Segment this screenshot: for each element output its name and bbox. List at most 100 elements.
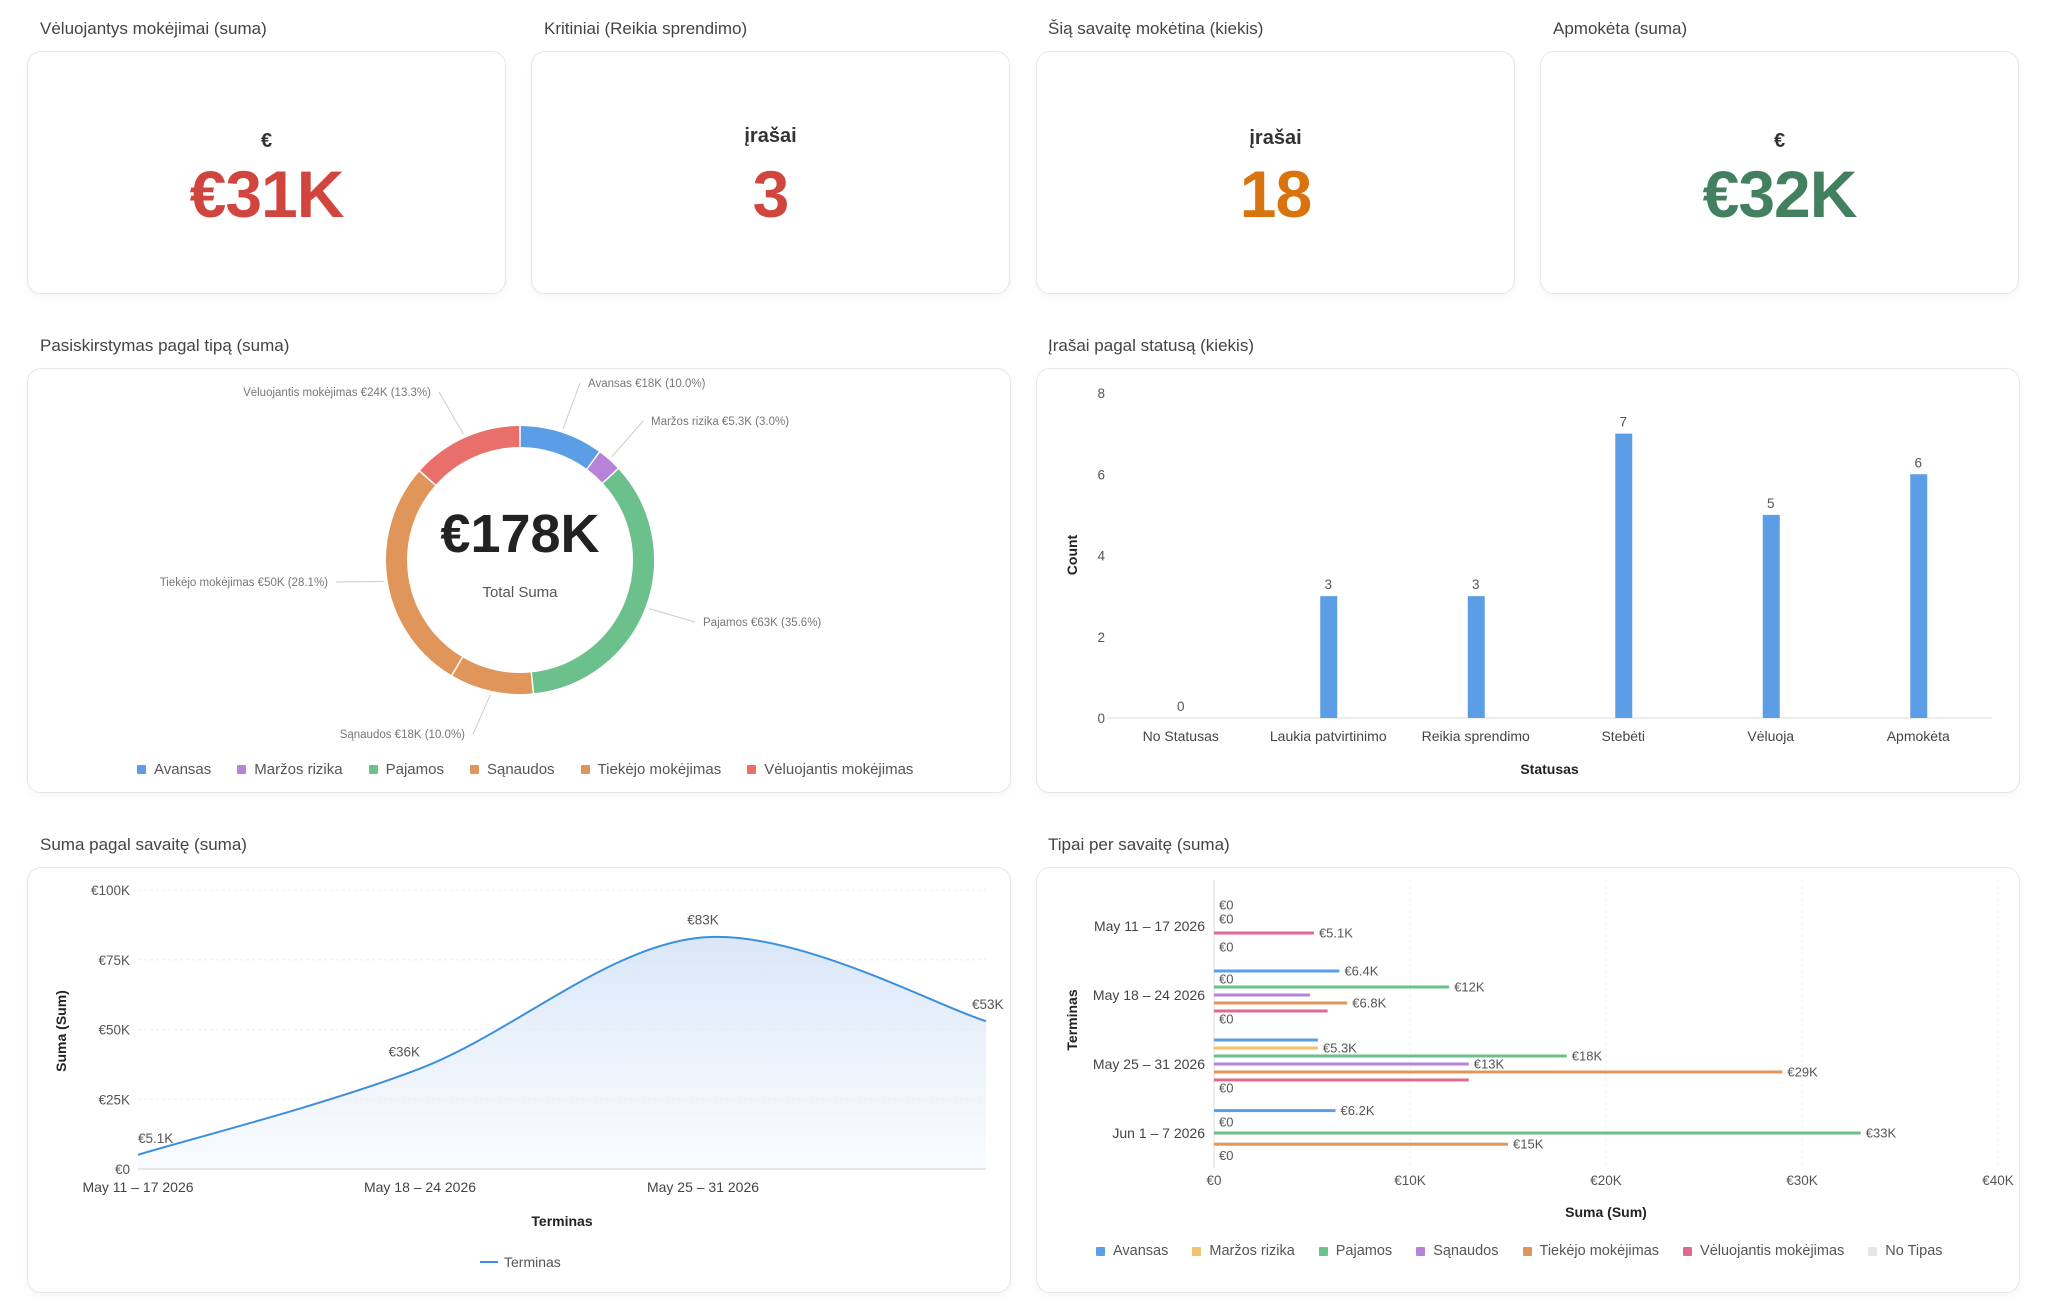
legend-label: Tiekėjo mokėjimas xyxy=(1539,1243,1660,1259)
donut-slice[interactable] xyxy=(452,657,533,694)
kpi-title-due-week: Šią savaitę mokėtina (kiekis) xyxy=(1048,19,1264,38)
legend-label: Tiekėjo mokėjimas xyxy=(597,761,722,778)
bar-value-label: €0 xyxy=(1219,912,1233,927)
x-tick-label: €40K xyxy=(1982,1173,2014,1188)
x-tick-label: Apmokėta xyxy=(1887,728,1950,744)
y-tick-label: May 25 – 31 2026 xyxy=(1093,1056,1205,1072)
type-bar[interactable] xyxy=(1214,1070,1783,1074)
donut-leader-line xyxy=(335,580,384,583)
legend-item[interactable]: No Tipas xyxy=(1868,1243,1943,1259)
x-tick-label: €30K xyxy=(1786,1173,1818,1188)
bar-value-label: €6.8K xyxy=(1352,996,1386,1011)
y-axis-title: Suma (Sum) xyxy=(53,990,69,1072)
legend-label: Avansas xyxy=(1113,1243,1169,1259)
kpi-card-paid: € €32K xyxy=(1540,51,2019,294)
donut-slice[interactable] xyxy=(386,471,463,675)
type-bar[interactable] xyxy=(1214,985,1450,989)
donut-slice[interactable] xyxy=(420,426,520,485)
status-bar[interactable] xyxy=(1762,514,1780,718)
type-bar[interactable] xyxy=(1214,931,1314,935)
x-tick-label: Vėluoja xyxy=(1747,728,1794,744)
legend-swatch xyxy=(1683,1246,1693,1256)
type-bar[interactable] xyxy=(1214,1109,1336,1113)
legend-label: Pajamos xyxy=(385,761,444,778)
kpi-value: €32K xyxy=(1702,157,1858,231)
legend-item[interactable]: Vėluojantis mokėjimas xyxy=(747,761,913,778)
type-bar[interactable] xyxy=(1214,1046,1318,1050)
bar-value-label: 3 xyxy=(1324,577,1332,592)
type-bar[interactable] xyxy=(1214,1038,1318,1042)
panel-title-status: Įrašai pagal statusą (kiekis) xyxy=(1048,336,1254,355)
x-tick-label: Stebėti xyxy=(1601,728,1645,744)
status-bar[interactable] xyxy=(1615,433,1633,718)
x-tick-label: No Statusas xyxy=(1143,728,1219,744)
donut-slice[interactable] xyxy=(520,426,599,469)
legend-item[interactable]: Sąnaudos xyxy=(469,761,555,778)
y-tick-label: €0 xyxy=(115,1162,130,1177)
bar-value-label: 6 xyxy=(1914,455,1922,470)
x-axis-title: Suma (Sum) xyxy=(1565,1204,1647,1220)
legend-item[interactable]: Sąnaudos xyxy=(1416,1243,1499,1259)
kpi-unit: įrašai xyxy=(744,125,797,147)
legend-label: No Tipas xyxy=(1885,1243,1943,1259)
point-label: €5.1K xyxy=(138,1131,173,1146)
kpi-unit: € xyxy=(1773,130,1786,152)
kpi-card-due-week: įrašai 18 xyxy=(1036,51,1515,294)
type-bar[interactable] xyxy=(1214,969,1340,973)
status-bar[interactable] xyxy=(1910,474,1928,718)
legend-item[interactable]: Avansas xyxy=(1096,1243,1168,1259)
kpi-value: €31K xyxy=(189,157,345,231)
panel-title-types-week: Tipai per savaitę (suma) xyxy=(1048,835,1230,854)
kpi-value: 3 xyxy=(752,157,790,231)
legend-item[interactable]: Maržos rizika xyxy=(1192,1243,1295,1259)
x-tick-label: May 18 – 24 2026 xyxy=(364,1179,476,1195)
donut-slice-label: Tiekėjo mokėjimas €50K (28.1%) xyxy=(160,577,328,589)
series-line[interactable] xyxy=(137,935,987,1156)
legend-swatch xyxy=(1318,1246,1328,1256)
type-bar[interactable] xyxy=(1214,1131,1861,1135)
legend-item[interactable]: Avansas xyxy=(137,761,211,778)
legend-label[interactable]: Terminas xyxy=(504,1254,561,1270)
y-tick-label: €100K xyxy=(91,883,130,898)
legend-item[interactable]: Pajamos xyxy=(368,761,444,778)
legend-item[interactable]: Vėluojantis mokėjimas xyxy=(1683,1243,1844,1259)
type-bar[interactable] xyxy=(1214,1009,1328,1013)
type-bar[interactable] xyxy=(1214,1001,1348,1005)
legend-label: Sąnaudos xyxy=(1433,1243,1499,1259)
status-bar[interactable] xyxy=(1320,596,1338,718)
y-tick-label: €25K xyxy=(98,1092,130,1107)
bar-value-label: €33K xyxy=(1866,1126,1897,1141)
bar-value-label: €15K xyxy=(1513,1137,1544,1152)
status-bar-card: 0 2 4 6 8 0 No Statusas 3 Laukia patvirtinimo 3 Re… xyxy=(1036,368,2020,793)
type-bar[interactable] xyxy=(1214,1062,1469,1066)
y-tick-label: 8 xyxy=(1097,386,1105,401)
legend-label: Sąnaudos xyxy=(486,761,555,778)
donut-slice[interactable] xyxy=(587,452,618,483)
legend-item[interactable]: Maržos rizika xyxy=(237,761,343,778)
bar-value-label: €5.3K xyxy=(1323,1041,1357,1056)
type-bar[interactable] xyxy=(1214,1054,1567,1058)
y-tick-label: Jun 1 – 7 2026 xyxy=(1112,1125,1205,1141)
bar-value-label: €18K xyxy=(1572,1049,1603,1064)
legend-swatch xyxy=(1868,1246,1878,1256)
kpi-card-critical: įrašai 3 xyxy=(531,51,1010,294)
status-bar[interactable] xyxy=(1467,596,1485,718)
legend-item[interactable]: Tiekėjo mokėjimas xyxy=(1522,1243,1660,1259)
type-bar[interactable] xyxy=(1214,1078,1469,1082)
bar-value-label: €13K xyxy=(1474,1057,1505,1072)
y-tick-label: €75K xyxy=(98,953,130,968)
legend-label: Avansas xyxy=(154,761,212,778)
donut-slice-label: Maržos rizika €5.3K (3.0%) xyxy=(651,416,789,428)
bar-value-label: €0 xyxy=(1219,972,1233,987)
y-axis-title: Terminas xyxy=(1064,989,1080,1050)
legend-item[interactable]: Pajamos xyxy=(1318,1243,1393,1259)
legend-label: Pajamos xyxy=(1335,1243,1393,1259)
type-bar[interactable] xyxy=(1214,993,1311,997)
hbar-legend: Avansas Maržos rizika Pajamos Sąnaudos Tiekė… xyxy=(1096,1243,1943,1259)
types-week-card: €0 €10K €20K €30K €40K May 11 – 17 2026 €0 €0 €5… xyxy=(1036,867,2020,1293)
legend-item[interactable]: Tiekėjo mokėjimas xyxy=(580,761,722,778)
bar-value-label: €0 xyxy=(1219,898,1233,913)
type-bar[interactable] xyxy=(1214,1142,1508,1146)
donut-slice[interactable] xyxy=(531,469,654,694)
x-tick-label: €20K xyxy=(1590,1173,1622,1188)
